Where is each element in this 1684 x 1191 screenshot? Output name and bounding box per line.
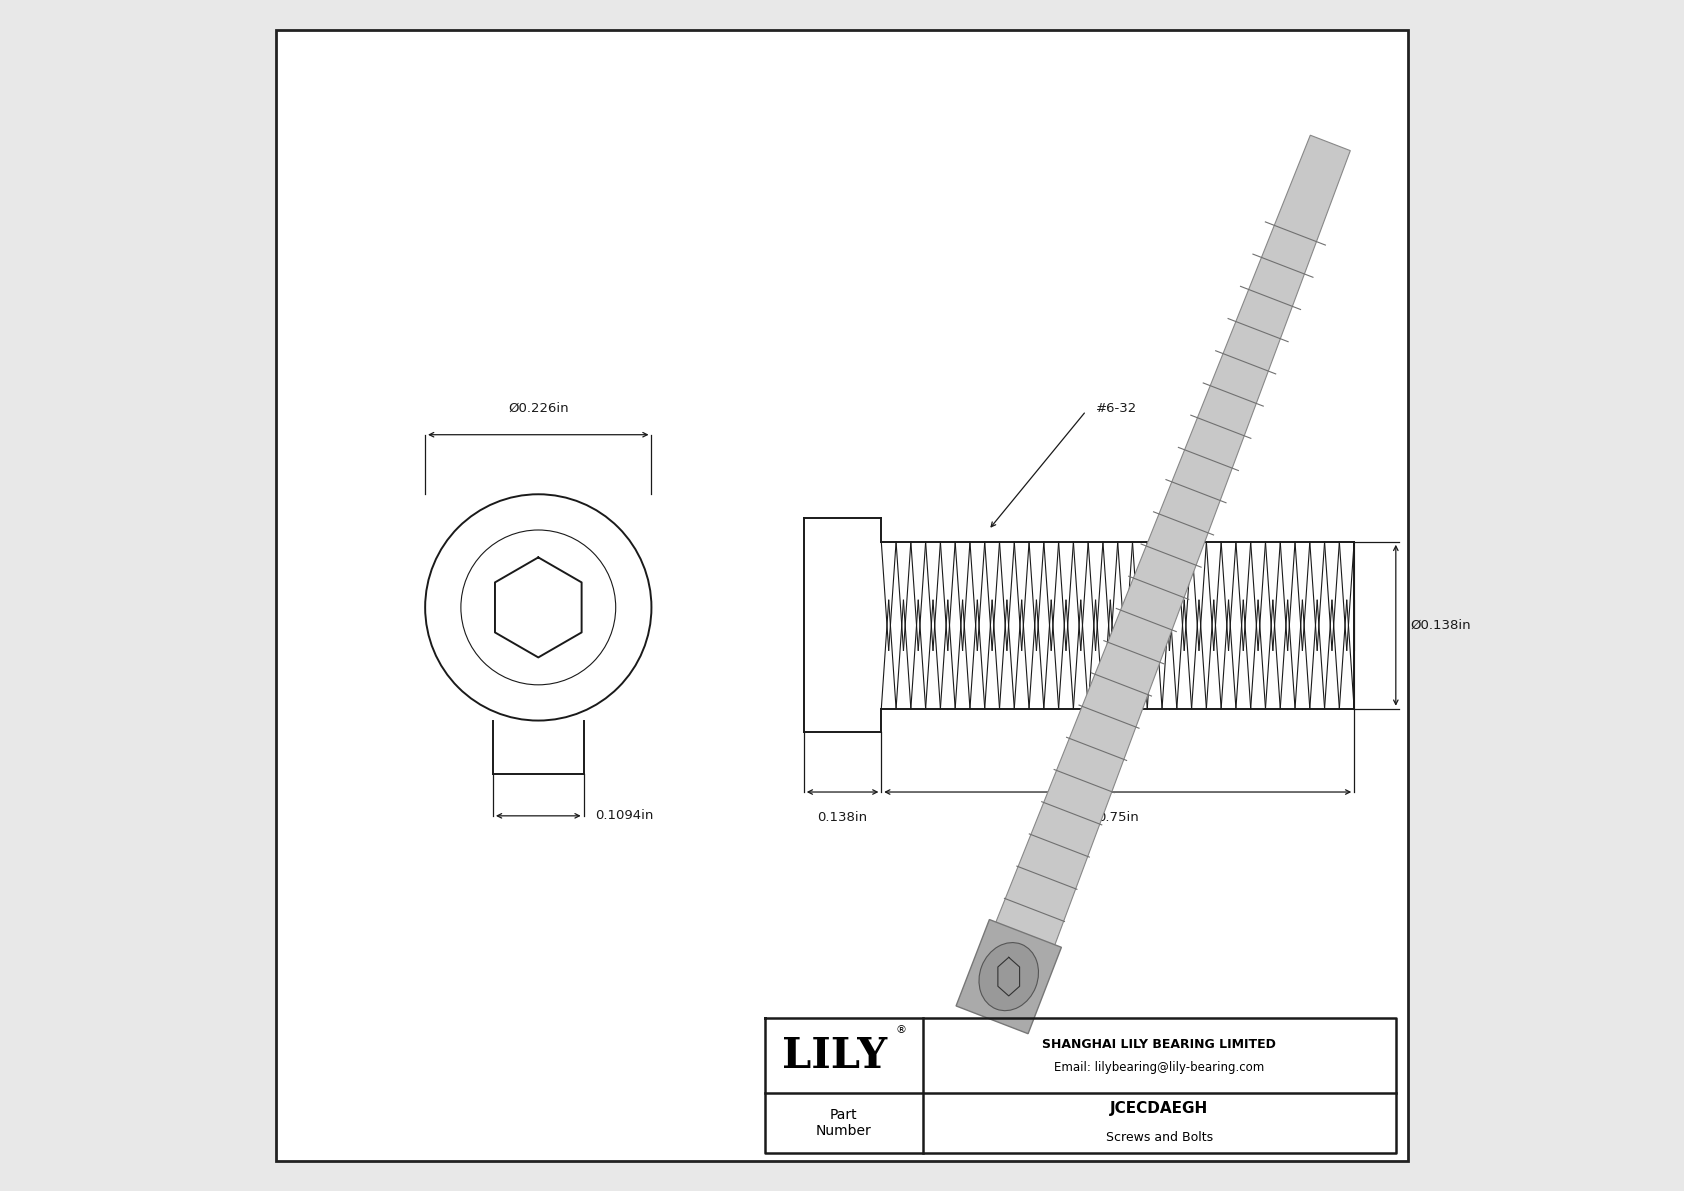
Text: Part
Number: Part Number (817, 1108, 872, 1139)
Text: Ø0.226in: Ø0.226in (509, 401, 569, 414)
Text: SHANGHAI LILY BEARING LIMITED: SHANGHAI LILY BEARING LIMITED (1042, 1039, 1276, 1052)
Text: Email: lilybearing@lily-bearing.com: Email: lilybearing@lily-bearing.com (1054, 1060, 1265, 1073)
Polygon shape (978, 136, 1351, 989)
Text: 0.75in: 0.75in (1096, 811, 1138, 824)
Text: 0.1094in: 0.1094in (596, 810, 653, 822)
Text: JCECDAEGH: JCECDAEGH (1110, 1102, 1209, 1116)
Text: #6-32: #6-32 (1096, 403, 1137, 414)
Polygon shape (957, 919, 1061, 1034)
Text: ®: ® (896, 1024, 906, 1035)
Text: 0.138in: 0.138in (817, 811, 867, 824)
Ellipse shape (978, 942, 1039, 1011)
Text: Screws and Bolts: Screws and Bolts (1106, 1131, 1212, 1143)
Text: LILY: LILY (781, 1035, 887, 1077)
Text: Ø0.138in: Ø0.138in (1410, 619, 1470, 631)
